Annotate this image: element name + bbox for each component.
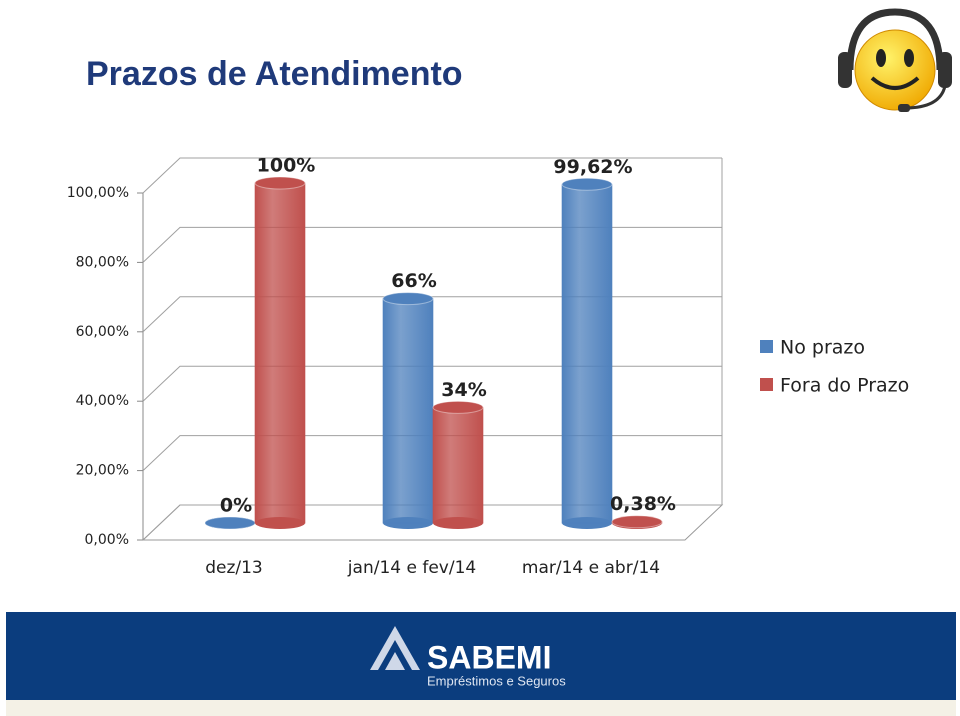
value-label: 66% [391, 270, 436, 292]
legend-label: No prazo [780, 337, 865, 359]
grid-line [142, 504, 722, 541]
x-tick-label: dez/13 [205, 558, 263, 578]
legend-swatch [760, 378, 773, 391]
cylinder-top [254, 176, 306, 190]
cylinder-top [204, 516, 256, 530]
value-label: 0% [220, 495, 252, 517]
value-label: 34% [441, 379, 486, 401]
brand-name: SABEMI [427, 639, 551, 675]
grid-line [142, 435, 722, 471]
bar [432, 406, 484, 524]
value-label: 99,62% [553, 156, 632, 178]
legend-label: Fora do Prazo [780, 375, 909, 397]
logo-mark [370, 626, 420, 670]
cylinder-top [611, 515, 663, 529]
smiley-icon [838, 8, 952, 112]
footer-band [6, 612, 956, 700]
legend-swatch [760, 340, 773, 353]
grid-line [142, 157, 722, 194]
bar [254, 182, 306, 524]
cylinder-top [561, 177, 613, 191]
value-label: 0,38% [610, 493, 676, 515]
y-tick-label: 80,00% [76, 254, 129, 270]
y-tick-label: 60,00% [76, 324, 129, 340]
grid-line [142, 296, 722, 333]
cylinder-top [382, 292, 434, 306]
cylinder-top [432, 400, 484, 414]
value-label: 100% [257, 155, 316, 177]
y-tick-label: 100,00% [67, 185, 129, 201]
bar [382, 298, 434, 524]
grid-line [142, 226, 722, 263]
y-tick-label: 20,00% [76, 463, 129, 479]
y-tick-label: 40,00% [76, 393, 129, 409]
grid-line [142, 365, 722, 402]
chart-title: Prazos de Atendimento [86, 55, 463, 93]
x-tick-label: jan/14 e fev/14 [347, 558, 476, 578]
bar [561, 183, 613, 524]
x-tick-label: mar/14 e abr/14 [522, 558, 660, 578]
footer-strip [6, 700, 956, 716]
y-tick-label: 0,00% [85, 532, 129, 548]
brand-tagline: Empréstimos e Seguros [427, 673, 566, 688]
